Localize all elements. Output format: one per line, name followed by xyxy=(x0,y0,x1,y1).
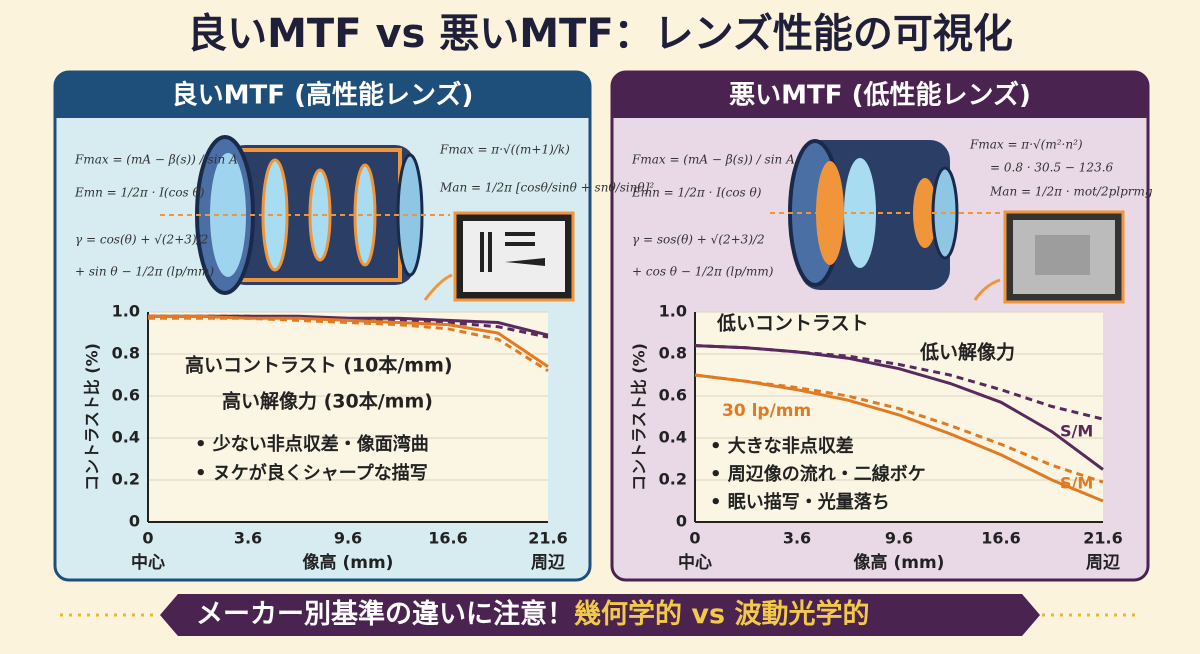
x-end-label: 周辺 xyxy=(1086,553,1120,573)
x-tick-label: 9.6 xyxy=(334,529,362,548)
line-series xyxy=(694,344,1104,471)
formula: = 0.8 · 30.5 − 123.6 xyxy=(990,161,1114,175)
x-tick-label: 0 xyxy=(689,529,700,548)
line-series xyxy=(694,344,1104,421)
formula: Fmax = π·√((m+1)/k) xyxy=(439,143,570,157)
arrow xyxy=(423,273,453,301)
lens-illustration xyxy=(770,139,1000,290)
formula: Fmax = (mA − β(s)) / sin A xyxy=(631,153,795,167)
annotation: S/M xyxy=(1060,422,1093,441)
formula: γ = sos(θ) + √(2+3)/2 xyxy=(632,233,765,247)
annotation: 高い解像力 (30本/mm) xyxy=(222,390,433,413)
line-series xyxy=(148,316,549,373)
x-tick-label: 16.6 xyxy=(428,529,467,548)
formula: Man = 1/2π · mot/2plprmg xyxy=(989,185,1153,199)
x-end-label: 周辺 xyxy=(531,553,565,573)
test-chart-sharp xyxy=(453,211,575,302)
formula: Fmax = (mA − β(s)) / sin A xyxy=(74,153,238,167)
x-end-label: 中心 xyxy=(131,552,165,573)
y-tick-label: 1.0 xyxy=(659,302,687,321)
y-tick-label: 0.8 xyxy=(112,344,140,363)
y-tick-label: 0.8 xyxy=(659,344,687,363)
y-tick-label: 0.6 xyxy=(112,386,140,405)
footer-highlight: 幾何学的 vs 波動光学的 xyxy=(574,598,869,630)
x-tick-label: 0 xyxy=(142,529,153,548)
annotation: S/M xyxy=(1060,474,1093,493)
x-tick-label: 21.6 xyxy=(528,529,567,548)
annotation: 低いコントラスト xyxy=(716,312,869,335)
footer-banner xyxy=(160,594,1040,636)
arrow xyxy=(973,278,1001,301)
y-tick-label: 1.0 xyxy=(112,302,140,321)
annotation: • 大きな非点収差 xyxy=(710,435,854,457)
y-tick-label: 0 xyxy=(676,512,687,531)
y-tick-label: 0.2 xyxy=(112,470,140,489)
annotation: 低い解像力 xyxy=(919,341,1015,364)
panel-title: 良いMTF (高性能レンズ) xyxy=(172,80,474,111)
y-tick-label: 0 xyxy=(129,512,140,531)
panel-title: 悪いMTF (低性能レンズ) xyxy=(729,80,1031,111)
y-axis-label: コントラスト比 (%) xyxy=(83,343,102,491)
y-tick-label: 0.2 xyxy=(659,470,687,489)
lens-illustration xyxy=(160,135,450,295)
annotation: • ヌケが良くシャープな描写 xyxy=(195,462,428,484)
annotation: • 眠い描写・光量落ち xyxy=(710,491,890,513)
formula: Emn = 1/2π · I(cos θ) xyxy=(631,186,762,200)
x-tick-label: 3.6 xyxy=(234,529,262,548)
line-series xyxy=(694,373,1104,484)
annotation: 高いコントラスト (10本/mm) xyxy=(185,354,453,377)
x-tick-label: 16.6 xyxy=(981,529,1020,548)
y-axis-label: コントラスト比 (%) xyxy=(630,343,649,491)
annotation: 30 lp/mm xyxy=(722,401,811,421)
left-header xyxy=(55,72,590,118)
x-end-label: 中心 xyxy=(678,552,712,573)
line-series xyxy=(694,373,1104,503)
formula: + cos θ − 1/2π (lp/mm) xyxy=(632,265,774,279)
test-chart-blurry xyxy=(1003,210,1125,304)
x-tick-label: 21.6 xyxy=(1083,529,1122,548)
x-axis-label: 像高 (mm) xyxy=(854,552,945,573)
formula: + sin θ − 1/2π (lp/mm) xyxy=(75,265,214,279)
formula: γ = cos(θ) + √(2+3)/2 xyxy=(75,233,208,247)
formula: Fmax = π·√(m²·n²) xyxy=(969,138,1083,152)
footer-text: メーカー別基準の違いに注意！幾何学的 vs 波動光学的 xyxy=(196,598,869,630)
x-tick-label: 9.6 xyxy=(885,529,913,548)
formula: Emn = 1/2π · I(cos θ) xyxy=(74,186,205,200)
right-header xyxy=(612,72,1148,118)
x-axis-label: 像高 (mm) xyxy=(303,552,394,573)
plot-area xyxy=(148,312,548,522)
plot-area xyxy=(695,312,1103,522)
page-title: 良いMTF vs 悪いMTF：レンズ性能の可視化 xyxy=(187,11,1013,57)
annotation: • 少ない非点収差・像面湾曲 xyxy=(195,433,429,455)
x-tick-label: 3.6 xyxy=(783,529,811,548)
footer-main: メーカー別基準の違いに注意！ xyxy=(196,598,574,630)
y-tick-label: 0.4 xyxy=(112,428,140,447)
y-tick-label: 0.4 xyxy=(659,428,687,447)
y-tick-label: 0.6 xyxy=(659,386,687,405)
formula: Man = 1/2π [cosθ/sinθ + snθ/sinθ]² xyxy=(439,181,654,195)
annotation: • 周辺像の流れ・二線ボケ xyxy=(710,463,926,485)
